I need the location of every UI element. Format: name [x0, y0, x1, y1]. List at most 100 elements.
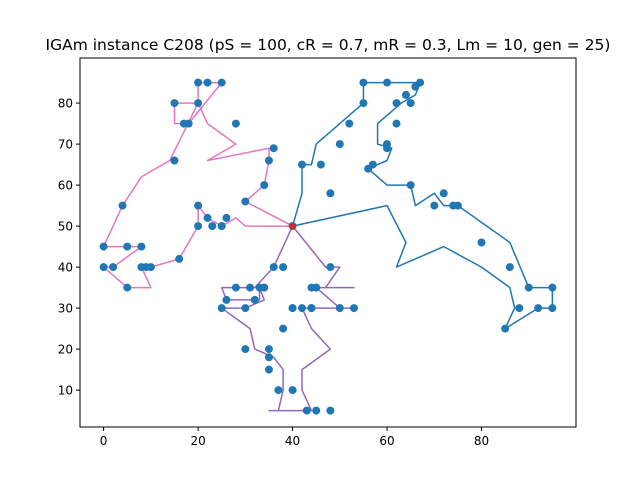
data-point — [208, 222, 217, 231]
data-point — [349, 304, 358, 313]
data-point — [501, 324, 510, 333]
data-point — [118, 201, 127, 210]
data-point — [316, 160, 325, 169]
data-point — [175, 254, 184, 263]
data-point — [250, 295, 259, 304]
data-point — [269, 144, 278, 153]
data-point — [383, 78, 392, 87]
data-point — [302, 406, 311, 415]
x-tick-label: 40 — [285, 434, 300, 448]
data-point — [298, 160, 307, 169]
data-point — [406, 181, 415, 190]
data-point — [123, 283, 132, 292]
data-point — [123, 242, 132, 251]
data-point — [264, 345, 273, 354]
data-point — [231, 283, 240, 292]
x-tick-label: 60 — [379, 434, 394, 448]
data-point — [288, 386, 297, 395]
data-point — [170, 156, 179, 165]
data-point — [246, 283, 255, 292]
x-tick-label: 20 — [190, 434, 205, 448]
data-point — [326, 263, 335, 272]
plot-area — [99, 78, 557, 415]
data-point — [203, 78, 212, 87]
data-point — [203, 213, 212, 222]
data-point — [345, 119, 354, 128]
data-point — [364, 164, 373, 173]
data-point — [264, 365, 273, 374]
data-point — [99, 263, 108, 272]
data-point — [449, 201, 458, 210]
x-tick-label: 80 — [474, 434, 489, 448]
y-tick-label: 40 — [58, 261, 73, 275]
data-point — [392, 119, 401, 128]
data-point — [401, 90, 410, 99]
data-point — [515, 304, 524, 313]
data-point — [241, 345, 250, 354]
y-tick-label: 80 — [58, 97, 73, 111]
data-point — [406, 99, 415, 108]
data-point — [274, 386, 283, 395]
data-point — [524, 283, 533, 292]
data-point — [184, 119, 193, 128]
data-point — [222, 213, 231, 222]
depot-marker — [289, 222, 296, 230]
data-point — [439, 189, 448, 198]
data-point — [307, 304, 316, 313]
y-tick-label: 30 — [58, 302, 73, 316]
x-tick-label: 0 — [100, 434, 108, 448]
data-point — [335, 304, 344, 313]
data-point — [383, 144, 392, 153]
data-point — [298, 304, 307, 313]
data-point — [194, 99, 203, 108]
data-point — [241, 304, 250, 313]
data-point — [269, 263, 278, 272]
data-point — [137, 242, 146, 251]
data-point — [505, 263, 514, 272]
data-point — [326, 406, 335, 415]
chart-title: IGAm instance C208 (pS = 100, cR = 0.7, … — [46, 36, 611, 54]
data-point — [222, 295, 231, 304]
data-point — [307, 283, 316, 292]
data-point — [288, 304, 297, 313]
y-tick-label: 50 — [58, 220, 73, 234]
data-point — [548, 304, 557, 313]
data-point — [260, 181, 269, 190]
data-point — [109, 263, 118, 272]
data-point — [142, 263, 151, 272]
data-point — [231, 119, 240, 128]
data-point — [217, 78, 226, 87]
data-point — [241, 197, 250, 206]
data-point — [279, 324, 288, 333]
data-point — [359, 78, 368, 87]
data-point — [194, 222, 203, 231]
data-point — [170, 99, 179, 108]
data-point — [392, 99, 401, 108]
x-axis: 0 20 40 60 80 — [100, 427, 489, 448]
y-tick-label: 10 — [58, 384, 73, 398]
y-tick-label: 70 — [58, 138, 73, 152]
data-point — [335, 140, 344, 149]
data-point — [312, 406, 321, 415]
data-point — [534, 304, 543, 313]
data-point — [326, 189, 335, 198]
data-point — [260, 283, 269, 292]
data-point — [217, 222, 226, 231]
data-point — [99, 242, 108, 251]
data-point — [411, 82, 420, 91]
data-point — [279, 263, 288, 272]
data-point — [477, 238, 486, 247]
data-point — [217, 304, 226, 313]
data-point — [359, 99, 368, 108]
data-point — [264, 353, 273, 362]
data-point — [430, 201, 439, 210]
data-point — [548, 283, 557, 292]
data-point — [194, 201, 203, 210]
y-tick-label: 60 — [58, 179, 73, 193]
data-point — [194, 78, 203, 87]
y-tick-label: 20 — [58, 343, 73, 357]
axes-frame — [79, 57, 577, 428]
